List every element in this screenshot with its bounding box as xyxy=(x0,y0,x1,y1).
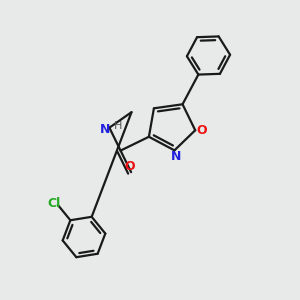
Text: O: O xyxy=(124,160,135,173)
Text: Cl: Cl xyxy=(48,197,61,210)
Text: O: O xyxy=(196,124,206,137)
Text: N: N xyxy=(171,150,181,163)
Text: N: N xyxy=(100,123,110,136)
Text: H: H xyxy=(114,121,122,131)
